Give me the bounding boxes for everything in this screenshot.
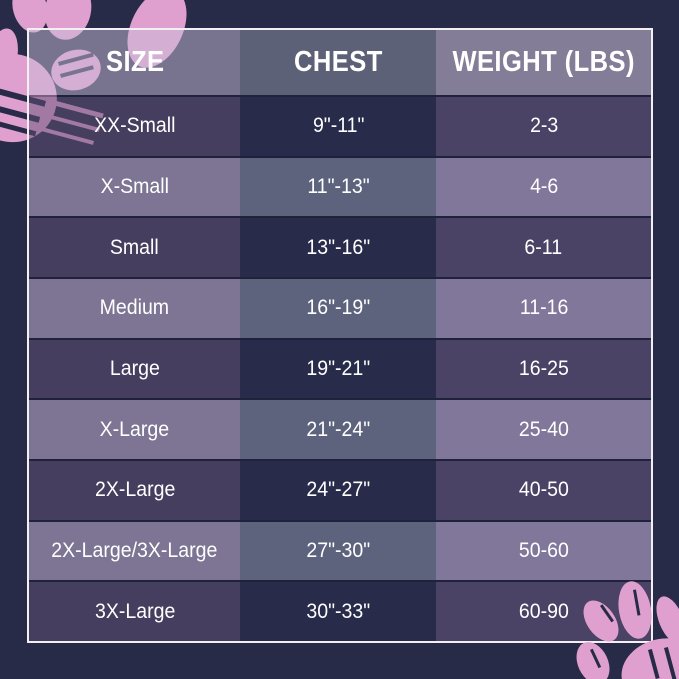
weight-cell: 25-40: [436, 400, 651, 460]
cell-text: Large: [109, 357, 160, 381]
chest-cell: 27"-30": [240, 521, 437, 581]
cell-text: 40-50: [518, 478, 569, 502]
size-cell: XX-Small: [29, 97, 241, 156]
chest-cell: 21"-24": [240, 400, 437, 460]
weight-cell: 60-90: [436, 582, 651, 642]
chest-cell: 30"-33": [240, 582, 437, 642]
cell-text: 2X-Large/3X-Large: [51, 539, 218, 563]
column-header-weight: WEIGHT (LBS): [436, 30, 651, 95]
size-chart-table: SIZE CHEST WEIGHT (LBS) XX-Small 9"-11" 2-…: [27, 28, 653, 643]
size-cell: Medium: [29, 279, 241, 338]
cell-text: 16"-19": [306, 296, 371, 320]
table-row: X-Small 11"-13" 4-6: [29, 155, 651, 217]
cell-text: 2X-Large: [94, 478, 175, 502]
cell-text: 4-6: [529, 175, 558, 198]
column-header-chest: CHEST: [240, 30, 437, 95]
cell-text: 9"-11": [312, 114, 365, 138]
cell-text: 19"-21": [306, 357, 371, 381]
cell-text: 21"-24": [306, 417, 371, 441]
cell-text: X-Small: [100, 175, 169, 198]
table-header-row: SIZE CHEST WEIGHT (LBS): [29, 30, 651, 95]
column-header-size: SIZE: [29, 30, 241, 95]
size-cell: 2X-Large/3X-Large: [29, 521, 241, 581]
cell-text: 16-25: [518, 357, 569, 381]
size-cell: X-Small: [29, 157, 241, 217]
cell-text: X-Large: [99, 417, 170, 441]
weight-cell: 40-50: [436, 461, 651, 520]
table-row: 2X-Large/3X-Large 27"-30" 50-60: [29, 519, 651, 581]
table-row: Large 19"-21" 16-25: [29, 337, 651, 399]
weight-cell: 2-3: [436, 97, 651, 156]
chest-cell: 19"-21": [240, 339, 437, 399]
cell-text: 11"-13": [307, 175, 370, 198]
weight-cell: 16-25: [436, 339, 651, 399]
size-cell: X-Large: [29, 400, 241, 460]
size-cell: Large: [29, 339, 241, 399]
cell-text: 24"-27": [306, 478, 371, 502]
chest-cell: 13"-16": [240, 218, 437, 278]
cell-text: XX-Small: [94, 114, 176, 138]
chest-cell: 16"-19": [240, 279, 437, 338]
cell-text: Medium: [99, 296, 170, 320]
weight-cell: 50-60: [436, 521, 651, 581]
cell-text: 30"-33": [306, 599, 371, 623]
table-row: X-Large 21"-24" 25-40: [29, 398, 651, 460]
cell-text: Small: [110, 235, 160, 259]
chest-cell: 24"-27": [240, 461, 437, 520]
size-cell: 3X-Large: [29, 582, 241, 642]
cell-text: 11-16: [519, 296, 568, 320]
table-row: 3X-Large 30"-33" 60-90: [29, 580, 651, 642]
cell-text: 60-90: [518, 599, 569, 623]
chest-cell: 11"-13": [240, 157, 437, 217]
cell-text: 3X-Large: [94, 599, 175, 623]
cell-text: 50-60: [518, 539, 569, 563]
chest-cell: 9"-11": [240, 97, 437, 156]
cell-text: 27"-30": [306, 539, 371, 563]
weight-cell: 4-6: [436, 157, 651, 217]
table-row: Medium 16"-19" 11-16: [29, 277, 651, 338]
weight-cell: 6-11: [436, 218, 651, 278]
size-cell: 2X-Large: [29, 461, 241, 520]
column-header-label: SIZE: [105, 46, 164, 78]
column-header-label: WEIGHT (LBS): [452, 46, 635, 78]
cell-text: 2-3: [529, 114, 558, 138]
table-row: XX-Small 9"-11" 2-3: [29, 95, 651, 156]
table-row: Small 13"-16" 6-11: [29, 216, 651, 278]
cell-text: 25-40: [518, 417, 569, 441]
cell-text: 6-11: [524, 235, 563, 259]
column-header-label: CHEST: [294, 46, 383, 78]
cell-text: 13"-16": [306, 235, 371, 259]
size-cell: Small: [29, 218, 241, 278]
weight-cell: 11-16: [436, 279, 651, 338]
table-row: 2X-Large 24"-27" 40-50: [29, 459, 651, 520]
